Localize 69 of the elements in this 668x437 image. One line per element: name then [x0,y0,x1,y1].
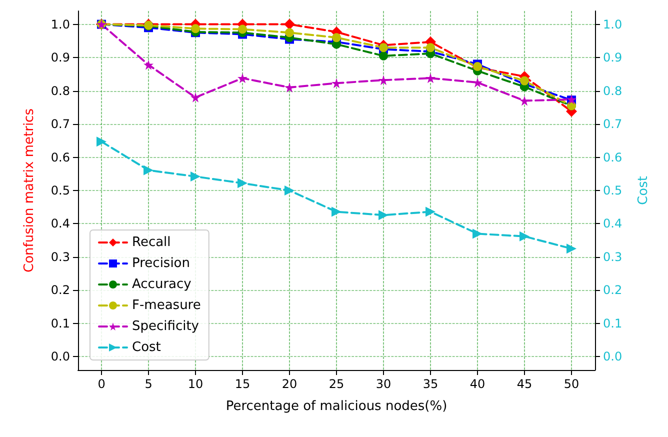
point [144,60,154,70]
y-tick-label: 0.1 [50,316,70,330]
point [332,206,342,217]
point [238,24,247,34]
y2-tick-label: 0.2 [603,283,622,298]
point [190,92,200,102]
y2-tick-label: 0.0 [603,350,622,364]
y2-tick-label: 0.4 [603,216,622,231]
y2-tick-label: 0.3 [603,250,622,264]
y2-tick-label: 0.7 [603,117,622,132]
x-tick-label: 45 [516,377,532,391]
y-tick-label: 0.2 [50,283,70,298]
x-tick-label: 20 [282,377,298,391]
point [378,75,388,86]
point [426,206,436,217]
x-tick-label: 0 [98,377,106,391]
legend-label: Cost [132,340,161,355]
point [96,136,106,147]
legend-label: Accuracy [132,277,192,292]
x-tick-label: 30 [376,377,392,391]
y-tick-label: 1.0 [50,17,70,32]
y-tick-label: 0.4 [50,216,70,231]
point [238,178,248,188]
x-axis-title: Percentage of malicious nodes(%) [226,399,448,414]
legend-label: Recall [132,235,171,250]
point [472,228,482,239]
y-tick-label: 0.8 [50,84,70,98]
y-tick-label: 0.6 [50,150,70,164]
point [284,82,294,92]
y2-tick-label: 0.9 [603,50,622,65]
x-tick-label: 40 [470,377,486,391]
y-tick-label: 0.5 [50,184,70,198]
point [472,77,482,88]
y2-tick-label: 0.8 [603,84,622,98]
point [285,28,294,38]
legend-label: Specificity [132,319,200,334]
y-tick-label: 0.7 [50,117,70,132]
y2-tick-label: 0.5 [603,184,622,198]
y2-tick-label: 1.0 [603,17,622,32]
point [144,165,154,176]
x-tick-label: 50 [564,377,580,391]
legend-label: Precision [132,256,190,271]
point [379,51,388,60]
y-axis-title: Confusion matrix metrics [22,108,37,272]
y2-tick-label: 0.1 [603,316,622,330]
x-tick-label: 5 [144,377,152,391]
point [332,33,341,42]
point [520,231,530,242]
y-tick-label: 0.9 [50,50,70,65]
x-tick-label: 35 [422,377,438,391]
point [238,73,248,84]
point [520,76,529,86]
point [191,24,200,34]
point [426,43,435,52]
point [520,96,530,106]
y-tick-label: 0.3 [50,250,70,264]
x-tick-label: 25 [328,377,344,391]
point [426,73,436,84]
x-tick-label: 15 [234,377,250,391]
point [566,244,576,254]
point [190,172,200,182]
point [378,210,388,220]
x-tick-label: 10 [188,377,204,391]
legend-label: F-measure [132,298,201,313]
point [284,18,295,30]
y2-axis-title: Cost [636,176,651,205]
point [284,186,294,196]
y-tick-label: 0.0 [50,350,70,364]
y2-tick-label: 0.6 [603,150,622,164]
